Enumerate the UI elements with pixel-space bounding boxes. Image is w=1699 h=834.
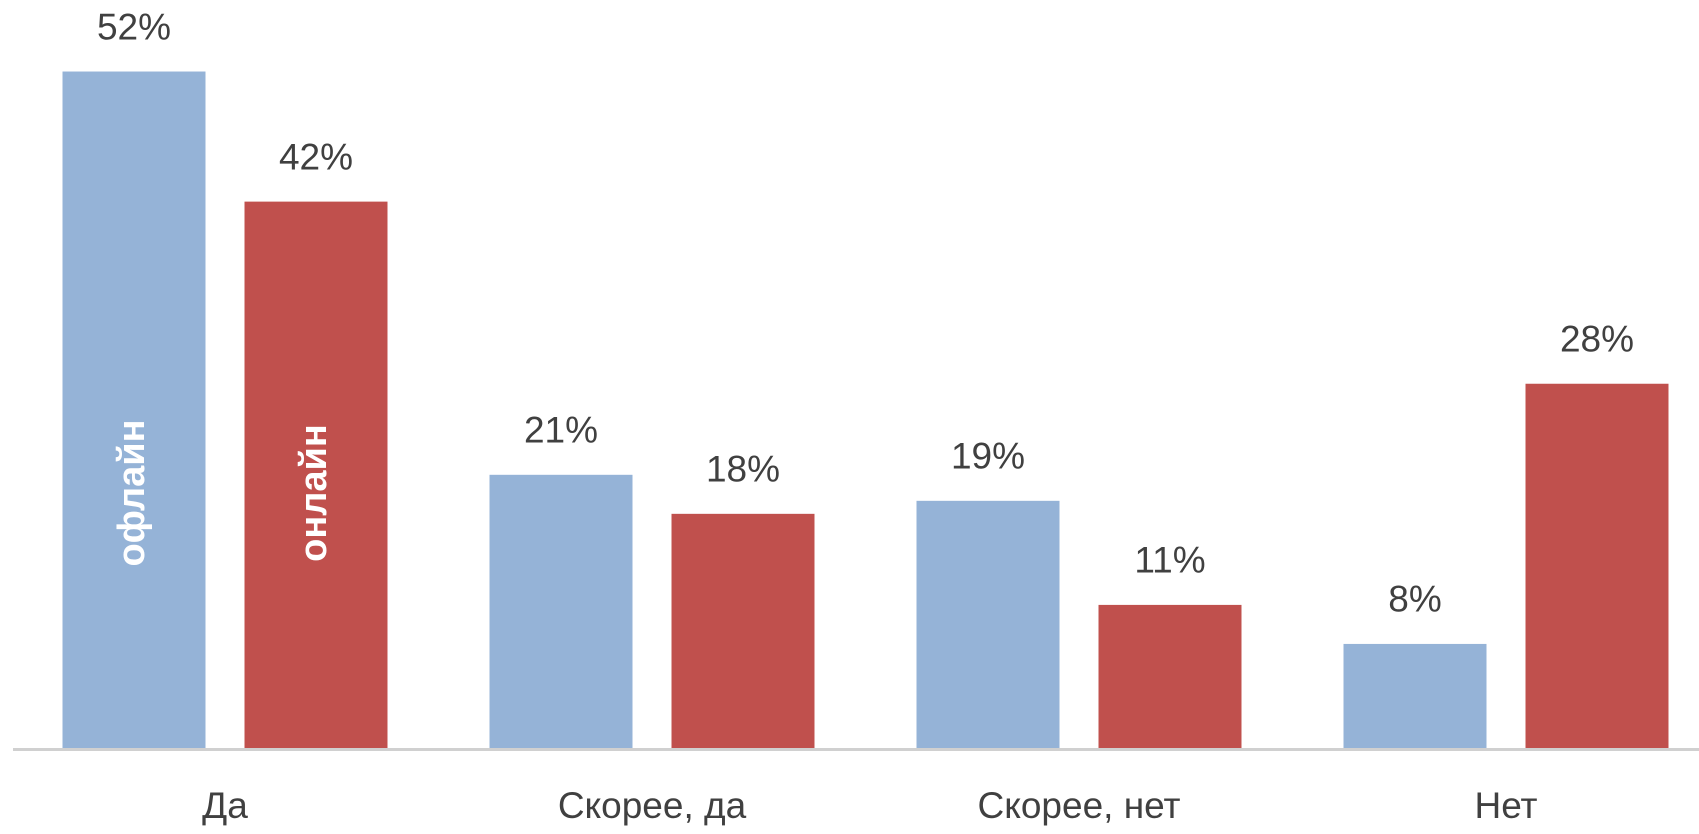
bar	[62, 71, 206, 748]
bar	[916, 500, 1060, 748]
value-label: 8%	[1388, 579, 1441, 620]
legend-label: офлайн	[111, 419, 153, 566]
bar	[1525, 383, 1669, 748]
legend-label: онлайн	[293, 424, 335, 562]
bar	[244, 201, 388, 749]
x-tick-label: Скорее, нет	[978, 785, 1181, 826]
value-label: 28%	[1560, 319, 1634, 360]
x-tick-label: Скорее, да	[558, 785, 747, 826]
value-label: 42%	[279, 136, 353, 177]
value-label: 52%	[97, 6, 171, 47]
bar	[1098, 604, 1242, 748]
x-tick-label: Нет	[1474, 785, 1537, 826]
value-label: 18%	[706, 449, 780, 490]
bar	[489, 474, 633, 748]
value-label: 11%	[1134, 540, 1205, 581]
bar	[1343, 643, 1487, 748]
value-label: 21%	[524, 410, 598, 451]
x-tick-label: Да	[202, 785, 248, 826]
value-label: 19%	[951, 436, 1025, 477]
bar	[671, 513, 815, 748]
